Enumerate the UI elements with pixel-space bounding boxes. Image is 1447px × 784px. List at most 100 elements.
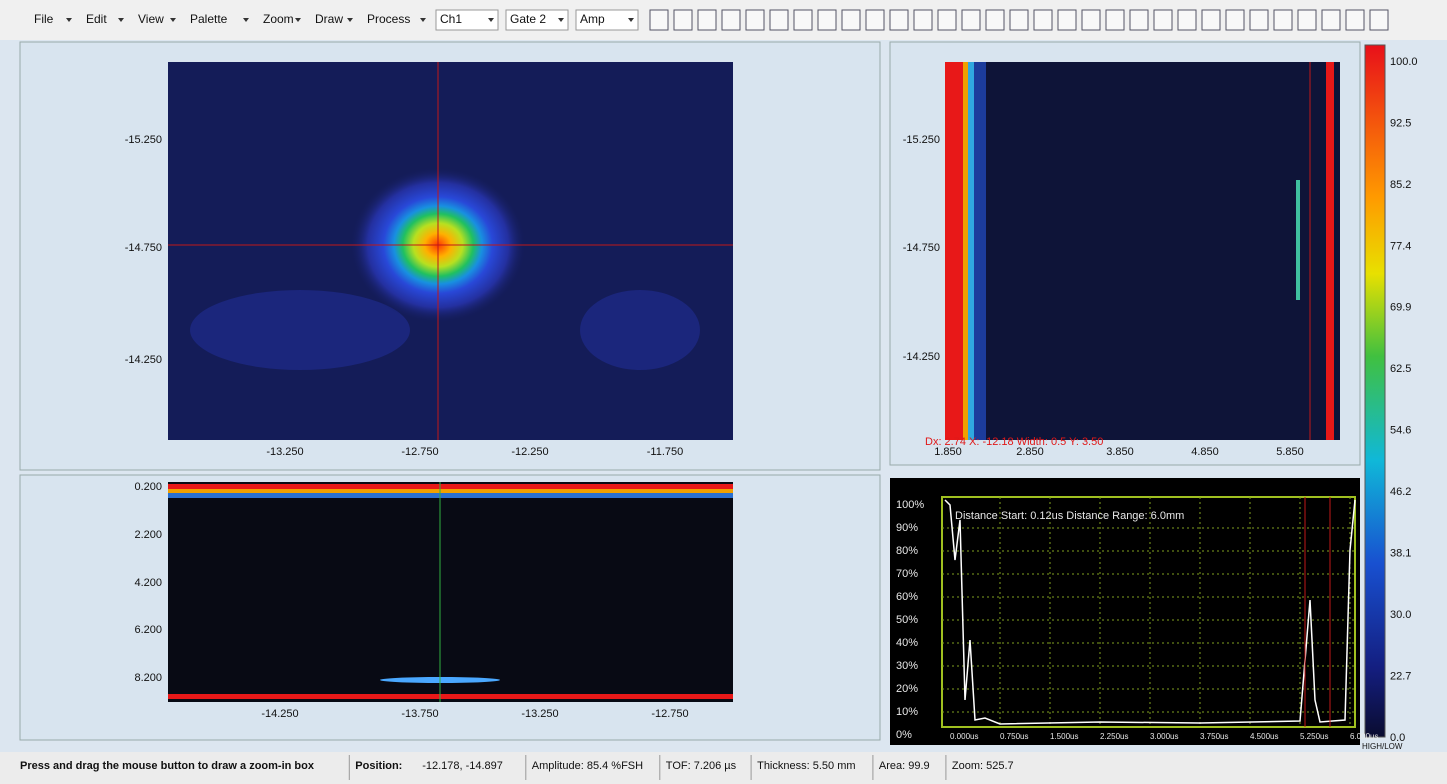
tool-button[interactable]	[1297, 9, 1317, 31]
colorbar-label: 38.1	[1390, 548, 1411, 560]
colorbar-label: 62.5	[1390, 363, 1411, 375]
tool-button[interactable]	[1105, 9, 1125, 31]
x-tick-label: 5.850	[1276, 446, 1304, 458]
cscan-noise	[580, 290, 700, 370]
bscan-band	[1296, 180, 1300, 300]
bscan-band	[1326, 62, 1334, 440]
tool-button[interactable]	[865, 9, 885, 31]
dropdown-arrow	[558, 18, 564, 22]
tool-button[interactable]	[1153, 9, 1173, 31]
tool-button[interactable]	[1369, 9, 1389, 31]
y-tick-label: 100%	[896, 499, 924, 511]
tool-button[interactable]	[1225, 9, 1245, 31]
bscan-band	[974, 62, 986, 440]
status-zoom: Zoom: 525.7	[952, 760, 1014, 772]
menu-item[interactable]: Palette	[190, 12, 228, 26]
ascan-frame	[941, 496, 1356, 728]
x-tick-label: -12.250	[511, 446, 548, 458]
y-tick-label: 10%	[896, 706, 918, 718]
tool-button[interactable]	[721, 9, 741, 31]
tool-button[interactable]	[1321, 9, 1341, 31]
tool-button[interactable]	[1081, 9, 1101, 31]
x-tick-label: -11.750	[647, 446, 684, 458]
tool-button[interactable]	[1249, 9, 1269, 31]
tool-button[interactable]	[889, 9, 909, 31]
menu-item[interactable]: View	[138, 12, 164, 26]
y-tick-label: 2.200	[134, 529, 162, 541]
x-tick-label: 4.850	[1191, 446, 1219, 458]
y-tick-label: 8.200	[134, 672, 162, 684]
tool-button[interactable]	[1345, 9, 1365, 31]
tool-button[interactable]	[1009, 9, 1029, 31]
tool-button[interactable]	[817, 9, 837, 31]
ascan-grid	[942, 497, 1355, 727]
tool-button[interactable]	[961, 9, 981, 31]
y-tick-label: -14.250	[125, 354, 162, 366]
dropdown-arrow	[243, 18, 249, 22]
y-tick-label: -14.750	[903, 242, 940, 254]
dropdown[interactable]	[505, 9, 569, 31]
tool-button[interactable]	[841, 9, 861, 31]
y-tick-label: 4.200	[134, 577, 162, 589]
x-tick-label: 2.250us	[1100, 732, 1128, 741]
dropdown-value[interactable]: Amp	[580, 12, 605, 26]
tool-button[interactable]	[1177, 9, 1197, 31]
tool-button[interactable]	[793, 9, 813, 31]
dscan-band	[168, 489, 733, 493]
dscan-band	[168, 493, 733, 498]
x-tick-label: 3.000us	[1150, 732, 1178, 741]
dropdown[interactable]	[435, 9, 499, 31]
tool-button[interactable]	[985, 9, 1005, 31]
colorbar-label: 92.5	[1390, 117, 1411, 129]
status-position-label: Position:	[355, 760, 402, 772]
tool-button[interactable]	[697, 9, 717, 31]
x-tick-label: 6.000us	[1350, 732, 1378, 741]
tool-button[interactable]	[1033, 9, 1053, 31]
y-tick-label: 6.200	[134, 624, 162, 636]
menu-item[interactable]: Process	[367, 12, 410, 26]
tool-button[interactable]	[1273, 9, 1293, 31]
bscan-band	[968, 62, 974, 440]
y-tick-label: -15.250	[125, 134, 162, 146]
y-tick-label: 60%	[896, 591, 918, 603]
tool-button[interactable]	[769, 9, 789, 31]
menu-item[interactable]: Draw	[315, 12, 343, 26]
status-thickness: Thickness: 5.50 mm	[757, 760, 855, 772]
tool-button[interactable]	[745, 9, 765, 31]
x-tick-label: -13.250	[266, 446, 303, 458]
tool-button[interactable]	[673, 9, 693, 31]
colorbar-label: 77.4	[1390, 240, 1411, 252]
menu-item[interactable]: File	[34, 12, 54, 26]
ascan-title: Distance Start: 0.12us Distance Range: 6…	[955, 510, 1184, 522]
menu-item[interactable]: Edit	[86, 12, 107, 26]
bscan-band	[945, 62, 963, 440]
colorbar-label: 30.0	[1390, 609, 1411, 621]
dropdown-value[interactable]: Gate 2	[510, 12, 546, 26]
tool-button[interactable]	[913, 9, 933, 31]
dropdown-value[interactable]: Ch1	[440, 12, 462, 26]
dscan-image[interactable]	[168, 482, 733, 702]
cscan-noise	[190, 290, 410, 370]
x-tick-label: -13.750	[401, 708, 438, 720]
labels: File Edit View Palette Zoom Draw Process Ch1 Gat…	[20, 12, 1418, 780]
dscan-band	[168, 694, 733, 699]
bscan-image[interactable]	[945, 62, 1340, 440]
dropdown[interactable]	[575, 9, 639, 31]
tool-button[interactable]	[649, 9, 669, 31]
tool-button[interactable]	[1201, 9, 1221, 31]
colorbar-label: 22.7	[1390, 670, 1411, 682]
ascan-panel	[890, 478, 1360, 745]
x-tick-label: 3.750us	[1200, 732, 1228, 741]
tool-button[interactable]	[937, 9, 957, 31]
tool-button[interactable]	[1129, 9, 1149, 31]
y-tick-label: 0%	[896, 729, 912, 741]
y-tick-label: 90%	[896, 522, 918, 534]
dropdown-arrow	[347, 18, 353, 22]
tool-button[interactable]	[1057, 9, 1077, 31]
x-tick-label: -14.250	[261, 708, 298, 720]
dropdown-arrow	[66, 18, 72, 22]
status-area: Area: 99.9	[879, 760, 930, 772]
menu-item[interactable]: Zoom	[263, 12, 294, 26]
dscan-band	[168, 484, 733, 489]
